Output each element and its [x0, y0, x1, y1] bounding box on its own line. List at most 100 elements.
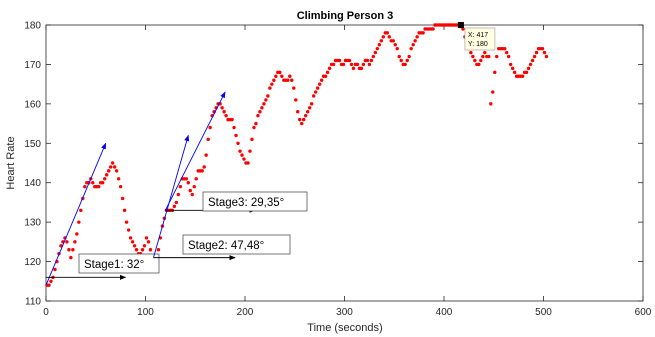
- data-point: [49, 279, 53, 283]
- data-point: [309, 102, 314, 106]
- data-point: [240, 153, 244, 157]
- data-point: [526, 66, 531, 71]
- data-point: [272, 78, 276, 82]
- data-point: [124, 220, 129, 224]
- y-tick-label: 160: [24, 99, 41, 110]
- y-axis-label: Heart Rate: [5, 136, 17, 189]
- data-point: [317, 82, 322, 86]
- data-point: [296, 110, 300, 114]
- data-point: [204, 153, 208, 157]
- data-point: [361, 62, 366, 67]
- data-point: [188, 188, 192, 193]
- data-point: [146, 240, 151, 244]
- data-point: [508, 62, 513, 67]
- data-point: [73, 240, 77, 244]
- data-point: [477, 62, 481, 67]
- data-point: [347, 58, 352, 63]
- data-point: [405, 58, 409, 63]
- data-point: [148, 248, 153, 252]
- annotation-box: [182, 234, 291, 255]
- x-tick-label: 600: [635, 307, 652, 318]
- data-point: [83, 184, 87, 189]
- data-point: [524, 70, 529, 75]
- data-point: [77, 220, 81, 224]
- stage-annotation: Stage1: 32°: [45, 142, 160, 286]
- data-point: [542, 50, 547, 55]
- data-point: [256, 113, 260, 118]
- data-point: [246, 161, 250, 165]
- y-tick-label: 120: [24, 257, 41, 268]
- data-point: [469, 50, 473, 55]
- data-point: [393, 43, 397, 47]
- data-point: [502, 46, 507, 51]
- annotation-box: [202, 191, 308, 212]
- data-point: [112, 165, 117, 169]
- data-point: [461, 27, 465, 31]
- data-point: [455, 23, 459, 27]
- data-point: [270, 82, 274, 86]
- data-point: [491, 90, 495, 94]
- data-point: [300, 121, 304, 126]
- x-tick-label: 400: [436, 307, 453, 318]
- annotation-box: [78, 253, 160, 274]
- data-point: [403, 62, 407, 67]
- data-point: [481, 54, 485, 59]
- data-point: [106, 169, 111, 173]
- data-point: [375, 46, 380, 51]
- data-point: [118, 184, 123, 189]
- data-point: [278, 70, 282, 75]
- data-point: [397, 54, 401, 59]
- data-point: [174, 200, 179, 205]
- data-point: [313, 90, 318, 94]
- data-point: [230, 117, 234, 122]
- data-point: [71, 248, 75, 252]
- data-point: [134, 248, 139, 252]
- data-point: [534, 50, 539, 55]
- data-point: [250, 137, 254, 142]
- data-point: [266, 94, 270, 98]
- data-point: [305, 110, 310, 114]
- y-tick-label: 180: [24, 21, 41, 32]
- data-tip[interactable]: X: 417 Y: 180: [457, 22, 496, 51]
- data-point: [371, 54, 376, 59]
- data-point: [128, 236, 133, 240]
- data-point: [234, 133, 238, 138]
- data-point: [471, 54, 475, 59]
- data-point: [544, 54, 549, 59]
- data-point: [156, 248, 161, 252]
- data-point: [288, 74, 292, 78]
- chart-title: Climbing Person 3: [297, 10, 394, 22]
- data-point: [331, 62, 336, 67]
- data-point: [258, 110, 262, 114]
- datatip-x: X: 417: [468, 32, 488, 39]
- data-point: [399, 58, 403, 63]
- data-point: [286, 78, 290, 82]
- data-point: [319, 78, 324, 82]
- data-point: [208, 125, 212, 130]
- data-point: [290, 78, 294, 82]
- data-point: [391, 39, 395, 43]
- annotation-text: Stage3: 29,35°: [208, 197, 284, 209]
- data-point: [489, 102, 493, 106]
- y-tick-label: 170: [24, 60, 41, 71]
- data-point: [220, 106, 224, 110]
- data-point: [248, 149, 252, 153]
- data-point: [178, 184, 183, 189]
- data-point: [407, 54, 411, 59]
- slope-arrow: [153, 134, 190, 258]
- data-point: [108, 165, 113, 169]
- data-point: [252, 125, 256, 130]
- data-point: [184, 177, 188, 181]
- data-point: [367, 62, 372, 67]
- data-point: [264, 98, 268, 102]
- y-tick-label: 110: [25, 297, 41, 308]
- data-point: [530, 58, 535, 63]
- data-point: [206, 137, 210, 142]
- data-point: [431, 27, 435, 31]
- data-point: [421, 31, 425, 35]
- data-point: [473, 58, 477, 63]
- data-point: [532, 54, 537, 59]
- data-point: [114, 169, 119, 173]
- data-point: [224, 113, 228, 118]
- slope-arrow: [45, 142, 107, 286]
